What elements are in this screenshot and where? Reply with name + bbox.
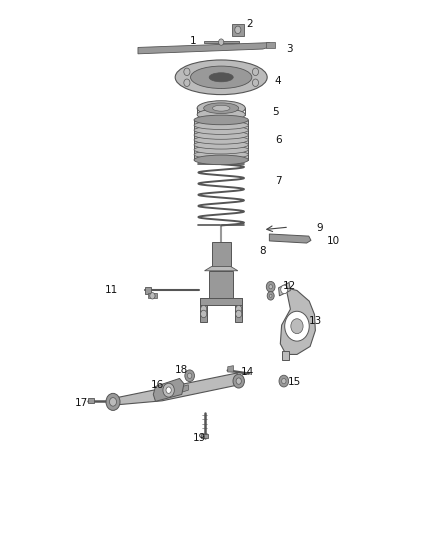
Ellipse shape	[194, 126, 248, 134]
Ellipse shape	[197, 109, 245, 120]
Polygon shape	[232, 24, 244, 36]
Circle shape	[184, 68, 190, 76]
Ellipse shape	[194, 121, 248, 130]
Ellipse shape	[194, 150, 248, 159]
Polygon shape	[138, 43, 274, 54]
Text: 12: 12	[283, 281, 296, 291]
Circle shape	[267, 292, 274, 300]
Text: 6: 6	[275, 135, 282, 145]
Polygon shape	[279, 282, 290, 296]
Ellipse shape	[194, 155, 248, 165]
Circle shape	[291, 319, 303, 334]
Text: 17: 17	[74, 399, 88, 408]
Text: 14: 14	[241, 367, 254, 377]
Circle shape	[236, 310, 242, 318]
Text: 13: 13	[309, 316, 322, 326]
Polygon shape	[145, 287, 151, 294]
Ellipse shape	[194, 146, 248, 154]
Polygon shape	[228, 366, 233, 372]
Circle shape	[252, 68, 258, 76]
Polygon shape	[112, 373, 243, 405]
Polygon shape	[280, 288, 315, 354]
Polygon shape	[204, 41, 239, 43]
Ellipse shape	[197, 101, 245, 116]
Circle shape	[166, 387, 171, 393]
Circle shape	[266, 281, 275, 292]
Circle shape	[281, 285, 288, 294]
Polygon shape	[209, 271, 233, 298]
Polygon shape	[158, 385, 188, 400]
Text: 9: 9	[316, 223, 323, 233]
Polygon shape	[266, 42, 275, 48]
Polygon shape	[200, 298, 242, 305]
Polygon shape	[282, 351, 289, 360]
Polygon shape	[235, 298, 242, 322]
Circle shape	[201, 310, 207, 318]
Polygon shape	[88, 398, 94, 403]
Ellipse shape	[194, 135, 248, 144]
Ellipse shape	[194, 131, 248, 139]
Text: 7: 7	[275, 176, 282, 186]
Text: 2: 2	[246, 19, 253, 29]
Circle shape	[285, 311, 309, 341]
Polygon shape	[148, 293, 157, 298]
Text: 16: 16	[151, 381, 164, 390]
Polygon shape	[212, 242, 231, 266]
Ellipse shape	[204, 103, 239, 114]
Text: 11: 11	[105, 286, 118, 295]
Circle shape	[279, 375, 289, 387]
Text: 5: 5	[272, 107, 279, 117]
Polygon shape	[153, 378, 184, 401]
Polygon shape	[201, 434, 208, 438]
Circle shape	[184, 79, 190, 86]
Circle shape	[269, 285, 272, 289]
Text: 8: 8	[259, 246, 266, 255]
Ellipse shape	[209, 73, 233, 82]
Polygon shape	[269, 234, 311, 243]
Ellipse shape	[175, 60, 267, 95]
Circle shape	[236, 378, 241, 384]
Text: 18: 18	[175, 366, 188, 375]
Text: 4: 4	[275, 76, 282, 86]
Circle shape	[187, 373, 192, 378]
Circle shape	[106, 393, 120, 410]
Ellipse shape	[212, 105, 230, 111]
Circle shape	[219, 39, 224, 45]
Circle shape	[110, 398, 117, 406]
Text: 15: 15	[288, 377, 301, 387]
Circle shape	[235, 26, 241, 34]
Ellipse shape	[191, 66, 252, 88]
Circle shape	[150, 293, 155, 299]
Circle shape	[252, 79, 258, 86]
Circle shape	[282, 378, 286, 384]
Text: 3: 3	[286, 44, 293, 54]
Text: 1: 1	[189, 36, 196, 46]
Text: 10: 10	[326, 236, 339, 246]
Text: 19: 19	[193, 433, 206, 443]
Ellipse shape	[194, 141, 248, 149]
Circle shape	[233, 374, 244, 388]
Polygon shape	[205, 266, 238, 271]
Circle shape	[185, 370, 194, 382]
Ellipse shape	[194, 115, 248, 125]
Circle shape	[269, 294, 272, 297]
Circle shape	[201, 305, 207, 313]
Circle shape	[163, 383, 174, 397]
Polygon shape	[194, 120, 248, 160]
Circle shape	[236, 305, 242, 313]
Polygon shape	[200, 298, 207, 322]
